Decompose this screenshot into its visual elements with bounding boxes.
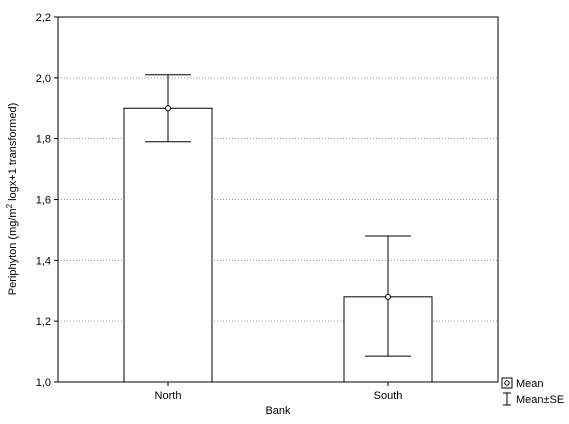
y-axis-title-superscript: 2 xyxy=(5,203,14,208)
y-axis-title-suffix: logx+1 transformed) xyxy=(7,103,19,204)
y-tick-label: 1,4 xyxy=(36,255,51,267)
y-tick-label: 2,0 xyxy=(36,73,51,85)
x-tick-label: South xyxy=(374,390,403,402)
x-axis-ticks: North South xyxy=(155,382,403,402)
legend-mean-label: Mean xyxy=(516,378,544,390)
legend-error-label: Mean±SE xyxy=(516,394,564,406)
error-bars xyxy=(145,74,411,357)
x-axis-title: Bank xyxy=(265,405,291,417)
mean-marker xyxy=(165,105,171,112)
bar xyxy=(123,107,213,383)
y-tick-label: 1,8 xyxy=(36,134,51,146)
y-tick-label: 1,0 xyxy=(36,377,51,389)
y-axis-title: Periphyton (mg/m2 logx+1 transformed) xyxy=(5,103,19,295)
y-axis-title-prefix: Periphyton (mg/m xyxy=(7,208,19,295)
y-tick-label: 1,2 xyxy=(36,316,51,328)
legend-mean-icon-dot xyxy=(504,380,510,386)
y-axis-ticks: 1,0 1,2 1,4 1,6 1,8 2,0 2,2 xyxy=(36,12,58,389)
x-tick-label: North xyxy=(155,390,182,402)
bars xyxy=(123,107,433,383)
y-tick-label: 1,6 xyxy=(36,195,51,207)
y-tick-label: 2,2 xyxy=(36,12,51,24)
mean-marker xyxy=(385,293,391,300)
legend: Mean Mean±SE xyxy=(501,377,564,406)
